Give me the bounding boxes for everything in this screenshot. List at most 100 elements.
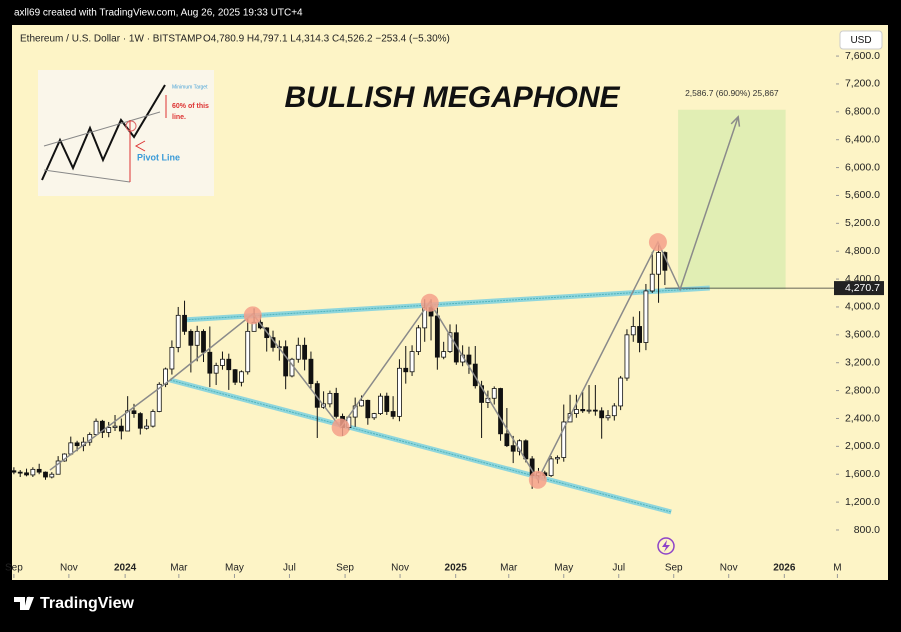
x-tick-label: Sep bbox=[5, 563, 23, 574]
candle-body bbox=[93, 420, 99, 435]
last-price-box bbox=[834, 281, 884, 296]
candle-body bbox=[169, 346, 175, 370]
credit: axll69 created with TradingView.com, Aug… bbox=[14, 8, 303, 19]
candle-body bbox=[567, 413, 573, 423]
inset-note: 60% of this bbox=[172, 103, 209, 110]
y-tick-label: 6,800.0 bbox=[845, 106, 880, 118]
pivot-circle bbox=[528, 470, 547, 489]
candle-body bbox=[384, 395, 390, 412]
candle-body bbox=[188, 330, 194, 346]
x-tick-label: Sep bbox=[336, 563, 354, 574]
candle-body bbox=[30, 468, 36, 476]
candle-body bbox=[434, 315, 440, 358]
candle-body bbox=[504, 433, 510, 447]
candle-body bbox=[390, 411, 396, 417]
candle-body bbox=[182, 314, 187, 332]
candle-body bbox=[498, 388, 503, 435]
candle-body bbox=[605, 415, 611, 419]
candle-body bbox=[365, 399, 371, 419]
icon-ring[interactable] bbox=[657, 537, 675, 555]
candle-body bbox=[624, 334, 630, 379]
x-tick-label: Nov bbox=[60, 563, 78, 574]
inset-arrow bbox=[134, 140, 146, 152]
candle-body bbox=[491, 388, 497, 399]
candle-body bbox=[409, 351, 415, 373]
ohlc: O4,780.9 H4,797.1 L4,314.3 C4,526.2 −253… bbox=[203, 34, 450, 45]
pivot-circle bbox=[331, 418, 350, 437]
pivot-circle bbox=[648, 233, 667, 252]
candle-body bbox=[523, 440, 529, 460]
candle-body bbox=[74, 442, 80, 447]
candle-body bbox=[397, 367, 402, 417]
icon-bolt[interactable] bbox=[662, 540, 670, 552]
currency[interactable]: USD bbox=[850, 35, 871, 46]
candle-body bbox=[599, 410, 605, 419]
last-price-label: 4,270.7 bbox=[845, 282, 880, 294]
candle-body bbox=[510, 445, 516, 452]
candle-body bbox=[586, 409, 592, 412]
candle-body bbox=[466, 354, 472, 365]
candle-body bbox=[207, 351, 213, 374]
candle-body bbox=[245, 330, 251, 373]
y-tick-label: 2,400.0 bbox=[845, 412, 880, 424]
x-tick-label: 2026 bbox=[773, 563, 796, 574]
target-label: 2,586.7 (60.90%) 25,867 bbox=[685, 88, 779, 98]
y-tick-label: 6,400.0 bbox=[845, 133, 880, 145]
candle-body bbox=[283, 346, 289, 377]
currency-box[interactable] bbox=[839, 30, 883, 50]
candle-body bbox=[630, 326, 636, 336]
plot: 2,586.7 (60.90%) 25,867 bbox=[11, 88, 835, 515]
y-tick-label: 2,800.0 bbox=[845, 384, 880, 396]
y-tick-label: 5,600.0 bbox=[845, 189, 880, 201]
candle-body bbox=[55, 460, 61, 475]
y-tick-label: 3,200.0 bbox=[845, 356, 880, 368]
candle-body bbox=[239, 371, 244, 383]
candle-body bbox=[201, 330, 206, 353]
candle-body bbox=[295, 344, 301, 360]
y-tick-label: 7,600.0 bbox=[845, 50, 880, 62]
trendline-edge bbox=[169, 379, 672, 513]
pivot-circle bbox=[243, 306, 262, 325]
x-tick-label: Jul bbox=[612, 563, 625, 574]
inset-note: line. bbox=[172, 114, 186, 121]
x-tick-label: May bbox=[554, 563, 573, 574]
pivot-circle bbox=[420, 293, 439, 312]
candle-body bbox=[561, 421, 567, 458]
symbol: Ethereum / U.S. Dollar · 1W · BITSTAMP bbox=[20, 34, 202, 45]
candle-body bbox=[333, 392, 339, 417]
brand: TradingView bbox=[40, 595, 135, 612]
candle-body bbox=[118, 425, 124, 432]
candle-body bbox=[649, 273, 655, 292]
candle-body bbox=[232, 369, 238, 383]
brand-logo bbox=[14, 596, 34, 610]
x-tick-label: 2025 bbox=[445, 563, 468, 574]
y-tick-label: 2,000.0 bbox=[845, 440, 880, 452]
y-tick-label: 6,000.0 bbox=[845, 161, 880, 173]
x-tick-label: Jul bbox=[283, 563, 296, 574]
candle-body bbox=[194, 330, 200, 346]
x-tick-label: M bbox=[833, 563, 841, 574]
candle-body bbox=[308, 358, 314, 385]
candle-body bbox=[453, 332, 459, 363]
candle-body bbox=[637, 326, 642, 343]
inset: Minimum Target 60% of this line. Pivot L… bbox=[38, 70, 214, 196]
y-tick-label: 3,600.0 bbox=[845, 329, 880, 341]
replay-icon[interactable] bbox=[657, 537, 675, 555]
x-tick-label: May bbox=[225, 563, 244, 574]
candle-body bbox=[150, 411, 156, 427]
candle-body bbox=[17, 471, 23, 474]
logo-dot bbox=[26, 596, 32, 602]
candle-body bbox=[378, 395, 383, 414]
y-tick-label: 4,000.0 bbox=[845, 301, 880, 313]
candle-body bbox=[49, 473, 55, 478]
candle-body bbox=[611, 405, 617, 417]
candle-body bbox=[643, 290, 649, 343]
candle-body bbox=[415, 327, 421, 352]
candle-body bbox=[592, 409, 598, 412]
candle-body bbox=[656, 252, 661, 275]
candle-body bbox=[175, 314, 181, 348]
candle-body bbox=[213, 365, 219, 374]
y-tick-label: 800.0 bbox=[854, 524, 880, 536]
candle-body bbox=[144, 425, 150, 429]
inset-pivot-label: Pivot Line bbox=[137, 152, 180, 162]
